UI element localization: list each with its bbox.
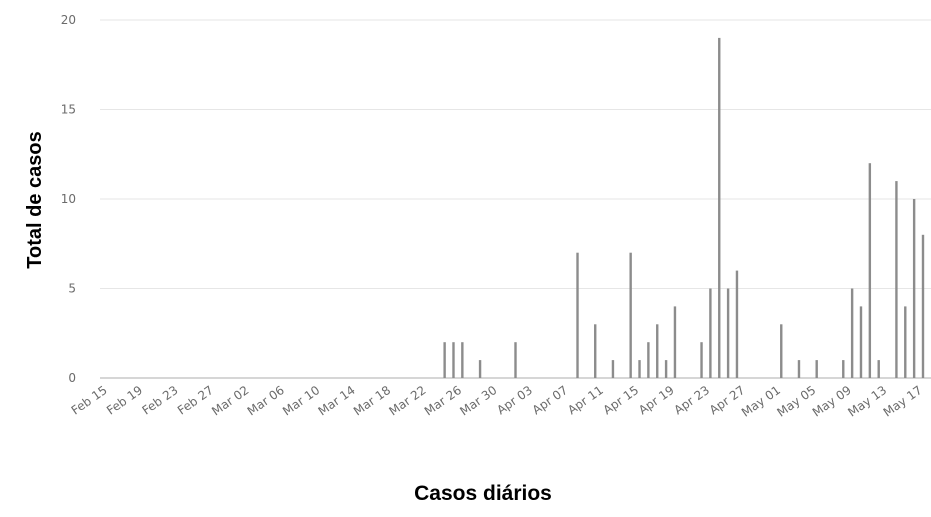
x-tick-label: Apr 23 (671, 383, 712, 417)
bar (638, 360, 641, 378)
bar (594, 324, 597, 378)
bar (797, 360, 801, 378)
bar (664, 360, 668, 378)
y-axis-title: Total de casos (24, 131, 46, 268)
bar (921, 234, 925, 378)
bar (850, 288, 854, 378)
bar (700, 342, 703, 378)
x-tick-label: Mar 14 (316, 383, 358, 418)
x-tick-label: Mar 26 (422, 383, 464, 418)
bar (709, 288, 712, 378)
x-tick-label: Feb 23 (140, 383, 181, 418)
y-tick-label: 15 (61, 103, 76, 117)
y-tick-label: 20 (61, 13, 76, 27)
x-tick-label: Feb 15 (69, 383, 110, 418)
x-tick-label: Mar 18 (351, 383, 393, 418)
x-tick-label: Mar 06 (245, 383, 287, 418)
bar (718, 37, 721, 379)
x-axis-title: Casos diários (414, 482, 552, 505)
bars (443, 37, 925, 379)
x-tick-label: Apr 11 (565, 383, 606, 417)
bar (576, 252, 579, 378)
bar (842, 360, 845, 378)
bar (673, 306, 677, 378)
bar (735, 270, 739, 378)
x-tick-label: Apr 15 (601, 383, 642, 417)
bar (452, 342, 455, 378)
y-tick-labels: 0 5 10 15 20 (61, 13, 76, 385)
gridlines (100, 19, 931, 379)
x-tick-label: Apr 07 (530, 383, 571, 417)
bar (815, 360, 818, 378)
bar (859, 306, 863, 378)
x-tick-label: Apr 03 (494, 383, 535, 417)
x-tick-label: Mar 10 (280, 383, 322, 418)
x-tick-label: Apr 19 (636, 383, 677, 417)
x-tick-label: Feb 27 (175, 383, 216, 418)
bar (912, 199, 916, 378)
x-tick-label: May 17 (881, 383, 925, 420)
bar (629, 252, 632, 378)
bar (514, 342, 517, 378)
bar (647, 342, 650, 378)
bar (780, 324, 783, 378)
x-tick-label: Mar 30 (457, 383, 499, 418)
x-tick-label: May 13 (845, 383, 889, 420)
x-tick-label: May 05 (774, 383, 818, 420)
bar (895, 181, 898, 378)
bar (611, 360, 615, 378)
bar (478, 360, 482, 378)
bar (877, 360, 880, 378)
bar (904, 306, 907, 378)
x-tick-label: Feb 19 (104, 383, 145, 418)
x-tick-label: Mar 02 (209, 383, 251, 418)
bar (443, 342, 446, 378)
x-tick-label: May 09 (810, 383, 854, 420)
x-tick-label: Mar 22 (386, 383, 428, 418)
bar (726, 288, 730, 378)
bar (656, 324, 659, 378)
bar (461, 342, 464, 378)
y-tick-label: 10 (61, 192, 76, 206)
x-tick-label: May 01 (739, 383, 783, 420)
y-tick-label: 5 (68, 282, 76, 296)
bar (868, 163, 872, 378)
y-tick-label: 0 (68, 371, 76, 385)
